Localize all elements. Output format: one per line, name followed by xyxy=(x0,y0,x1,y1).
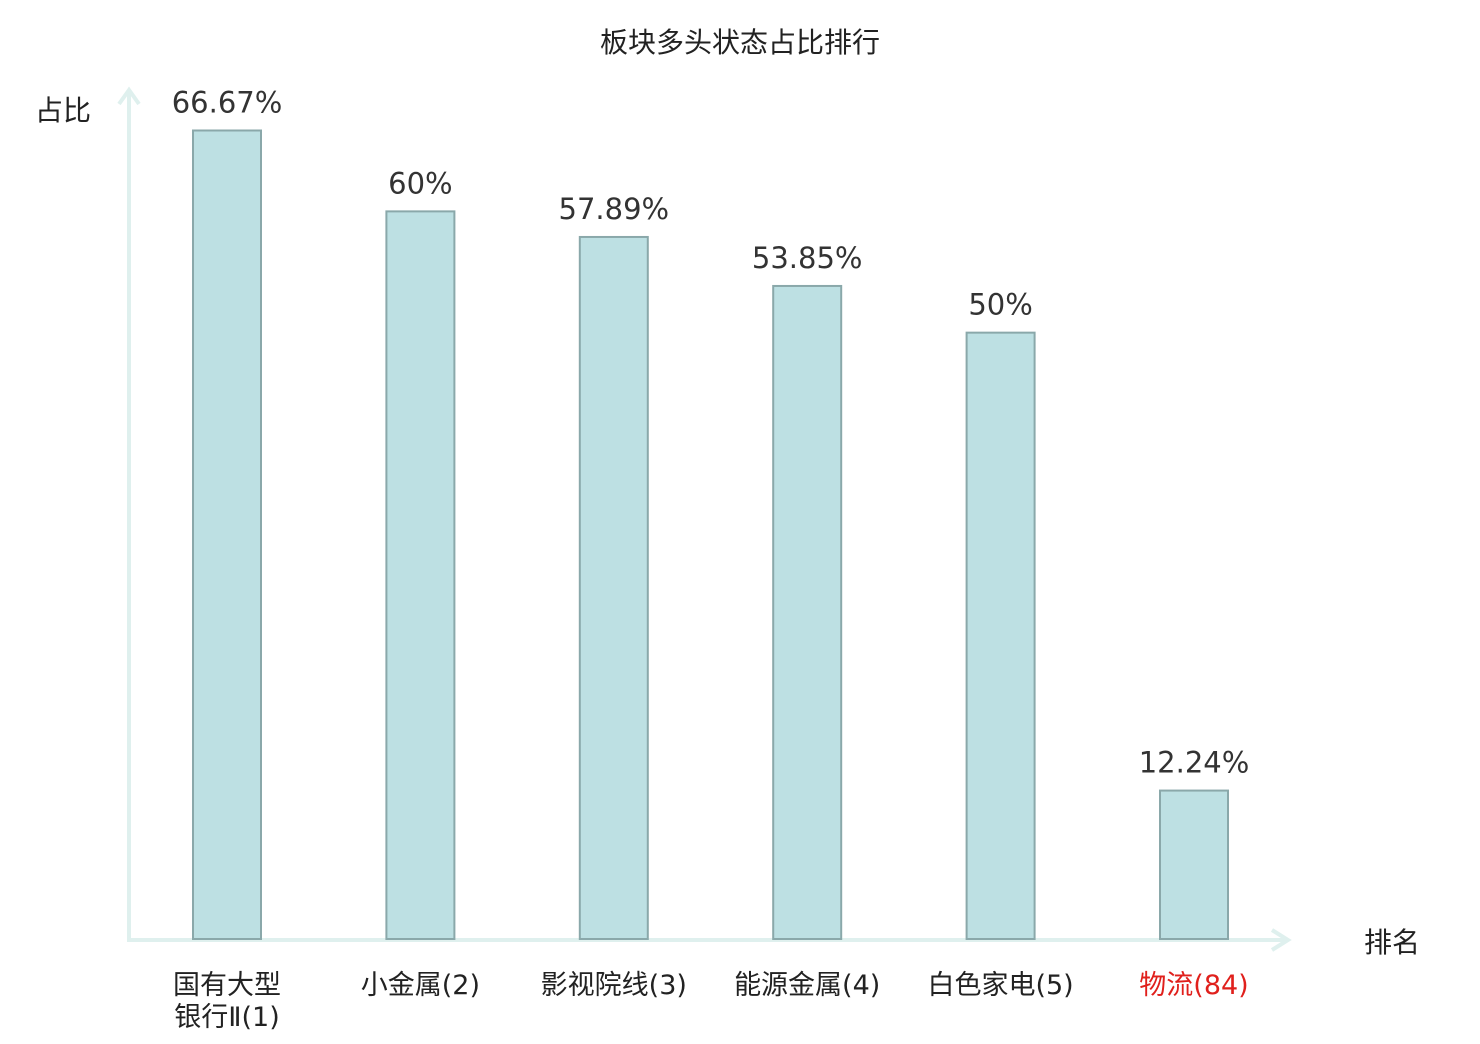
x-tick-label: 小金属(2) xyxy=(361,970,480,1001)
x-tick-label: 银行Ⅱ(1) xyxy=(174,1002,280,1033)
chart-title: 板块多头状态占比排行 xyxy=(600,26,880,59)
x-axis-label: 排名 xyxy=(1364,926,1420,959)
x-tick-label: 物流(84) xyxy=(1139,970,1248,1001)
bar-value-label: 53.85% xyxy=(752,241,863,275)
x-tick-label: 国有大型 xyxy=(173,970,281,1001)
x-tick-label: 影视院线(3) xyxy=(541,970,687,1001)
bar-value-label: 60% xyxy=(388,166,452,200)
bar xyxy=(1159,789,1229,940)
bar xyxy=(965,331,1036,940)
y-axis-arrow xyxy=(117,86,141,106)
bar xyxy=(772,284,843,940)
bar-value-label: 57.89% xyxy=(559,192,670,226)
x-tick-label: 能源金属(4) xyxy=(734,970,880,1001)
bar-value-label: 66.67% xyxy=(172,85,283,119)
x-axis-arrow xyxy=(1270,928,1292,952)
bar xyxy=(385,210,456,940)
bar-value-label: 50% xyxy=(968,288,1032,322)
bar xyxy=(578,235,649,941)
y-axis-label: 占比 xyxy=(35,94,91,127)
bar xyxy=(192,129,262,940)
bar-value-label: 12.24% xyxy=(1139,746,1250,780)
x-tick-label: 白色家电(5) xyxy=(927,970,1073,1001)
